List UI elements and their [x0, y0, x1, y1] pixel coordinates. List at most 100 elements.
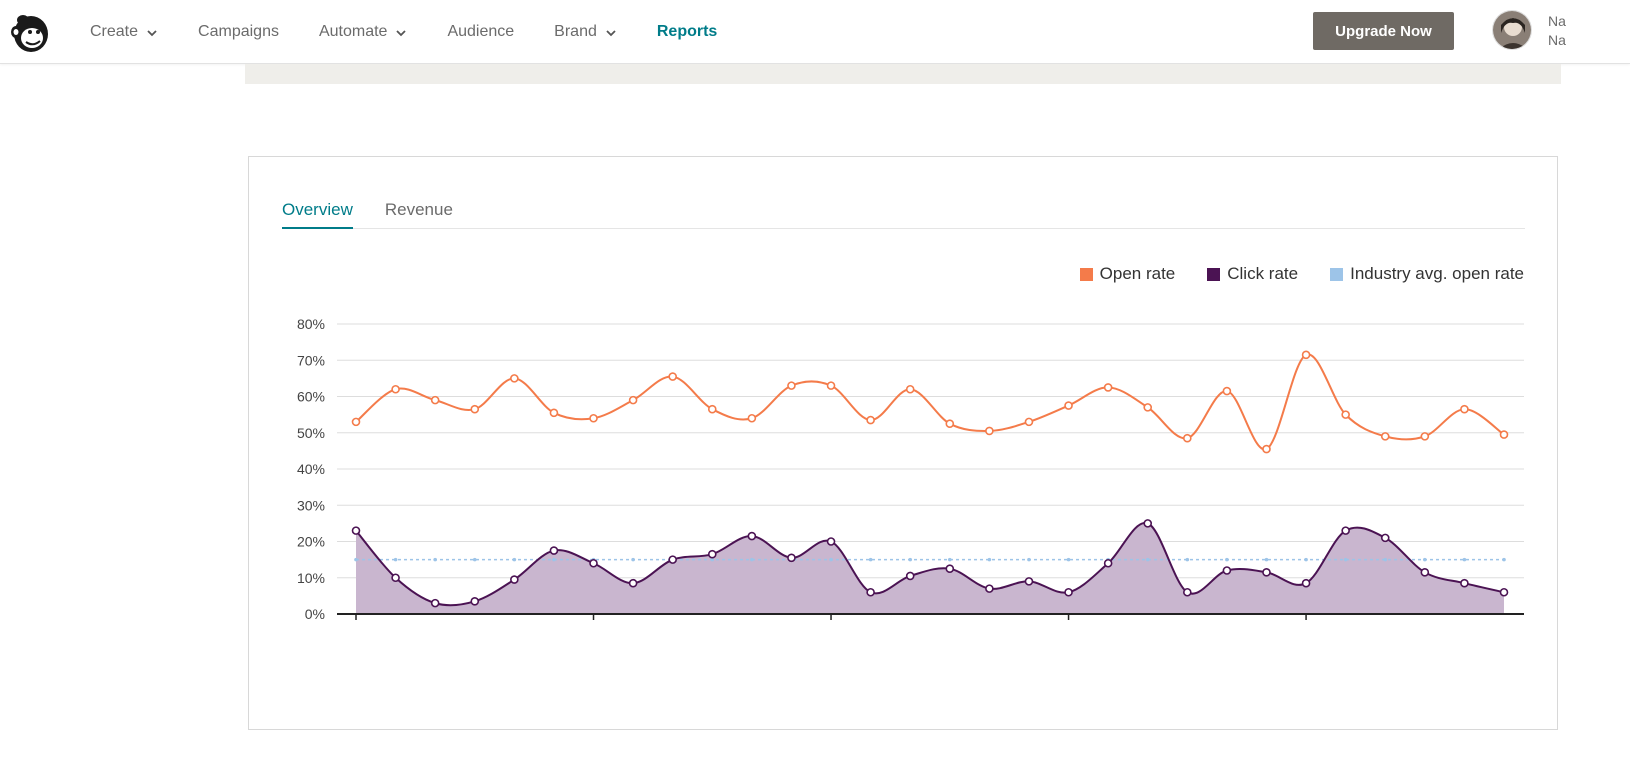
- y-tick-label: 80%: [297, 316, 325, 332]
- click-rate-point: [866, 587, 875, 597]
- industry-avg-point: [1264, 557, 1269, 562]
- y-tick-label: 30%: [297, 497, 325, 513]
- industry-avg-point: [1225, 557, 1229, 562]
- rate-chart: 0% 10% 20% 30% 40% 50% 60% 70% 80%: [297, 316, 1524, 622]
- click-rate-point: [628, 578, 638, 588]
- industry-avg-point: [433, 557, 437, 562]
- click-rate-point: [1420, 568, 1430, 577]
- open-rate-point: [747, 413, 757, 423]
- click-rate-point: [1262, 568, 1271, 577]
- y-tick-label: 70%: [297, 352, 325, 368]
- click-rate-area: [356, 522, 1504, 614]
- open-rate-point: [866, 415, 875, 425]
- mailchimp-logo-icon[interactable]: [10, 10, 52, 54]
- legend-swatch-open-rate: [1079, 267, 1093, 281]
- chart-legend: Open rate Click rate Industry avg. open …: [1048, 264, 1524, 284]
- click-rate-point: [391, 573, 400, 583]
- nav-item-reports[interactable]: Reports: [657, 23, 717, 41]
- click-rate-point: [1024, 577, 1034, 586]
- y-tick-label: 60%: [297, 389, 325, 405]
- nav-item-label: Brand: [554, 23, 597, 40]
- legend-open-rate[interactable]: Open rate: [1079, 264, 1176, 284]
- open-rate-point: [1024, 417, 1034, 427]
- click-rate-point: [351, 526, 361, 535]
- tab-overview[interactable]: Overview: [282, 197, 353, 229]
- top-navigation: Create Campaigns Automate Audience Brand Repo…: [0, 0, 1630, 64]
- open-rate-point: [1262, 444, 1271, 454]
- industry-avg-point: [1027, 557, 1031, 562]
- click-rate-point: [1301, 578, 1311, 588]
- nav-item-automate[interactable]: Automate: [319, 23, 407, 41]
- click-rate-point: [668, 555, 677, 564]
- click-rate-point: [826, 537, 836, 546]
- click-rate-point: [747, 531, 757, 541]
- click-rate-point: [510, 575, 519, 584]
- upgrade-now-button[interactable]: Upgrade Now: [1313, 12, 1454, 50]
- click-rate-point: [905, 571, 915, 581]
- industry-avg-point: [631, 557, 635, 562]
- open-rate-point: [826, 381, 836, 390]
- industry-avg-point: [1304, 557, 1308, 562]
- click-rate-point: [1183, 587, 1192, 597]
- avatar[interactable]: [1492, 10, 1532, 50]
- nav-menu: Create Campaigns Automate Audience Brand Repo…: [90, 0, 757, 64]
- click-rate-point: [1064, 587, 1073, 597]
- y-tick-label: 50%: [297, 425, 325, 441]
- industry-avg-point: [1185, 557, 1190, 562]
- open-rate-point: [589, 413, 598, 423]
- industry-avg-point: [829, 557, 833, 562]
- open-rate-point: [1064, 401, 1073, 410]
- industry-avg-point: [789, 557, 794, 562]
- user-name[interactable]: Na Na: [1548, 12, 1566, 50]
- click-rate-point: [985, 584, 994, 593]
- open-rate-point: [351, 417, 361, 427]
- nav-item-audience[interactable]: Audience: [447, 23, 514, 41]
- industry-avg-point: [354, 557, 358, 562]
- open-rate-point: [1143, 403, 1153, 412]
- open-rate-point: [668, 372, 677, 381]
- industry-avg-point: [1343, 557, 1348, 562]
- report-tabs: Overview Revenue: [282, 197, 1525, 229]
- open-rate-point: [985, 426, 994, 436]
- open-rate-point: [1420, 432, 1430, 441]
- industry-avg-point: [947, 557, 952, 562]
- industry-avg-point: [1383, 557, 1388, 562]
- tab-revenue[interactable]: Revenue: [384, 200, 453, 219]
- click-rate-point: [1499, 587, 1509, 597]
- click-rate-point: [787, 553, 796, 563]
- open-rate-point: [787, 381, 796, 390]
- nav-item-campaigns[interactable]: Campaigns: [198, 23, 279, 41]
- open-rate-point: [628, 395, 638, 405]
- legend-label-click-rate: Click rate: [1227, 264, 1299, 283]
- click-rate-point: [707, 549, 717, 559]
- industry-avg-point: [1066, 557, 1071, 562]
- industry-avg-point: [393, 557, 398, 562]
- industry-avg-point: [868, 557, 873, 562]
- y-tick-label: 40%: [297, 461, 325, 477]
- open-rate-point: [1103, 383, 1113, 392]
- click-rate-point: [1460, 578, 1469, 588]
- industry-avg-point: [1106, 557, 1110, 562]
- user-name-line1: Na: [1548, 13, 1566, 29]
- legend-swatch-industry-avg: [1330, 267, 1344, 281]
- legend-click-rate[interactable]: Click rate: [1207, 264, 1298, 284]
- click-rate-point: [430, 598, 440, 608]
- legend-industry-avg[interactable]: Industry avg. open rate: [1330, 264, 1524, 284]
- click-rate-point: [1380, 533, 1390, 543]
- industry-avg-point: [670, 557, 675, 562]
- industry-avg-point: [1423, 557, 1427, 562]
- open-rate-point: [1183, 433, 1192, 443]
- open-rate-point: [430, 395, 440, 405]
- click-rate-point: [1341, 526, 1350, 535]
- open-rate-point: [1222, 386, 1232, 396]
- legend-swatch-click-rate: [1207, 267, 1221, 281]
- legend-label-open-rate: Open rate: [1099, 264, 1176, 283]
- industry-avg-point: [1145, 557, 1150, 562]
- open-rate-point: [1341, 410, 1350, 419]
- nav-item-create[interactable]: Create: [90, 23, 158, 41]
- nav-item-label: Create: [90, 23, 139, 40]
- page-header-band: [245, 64, 1561, 84]
- y-tick-label: 20%: [297, 534, 325, 550]
- nav-item-brand[interactable]: Brand: [554, 23, 617, 41]
- industry-avg-point: [908, 557, 913, 562]
